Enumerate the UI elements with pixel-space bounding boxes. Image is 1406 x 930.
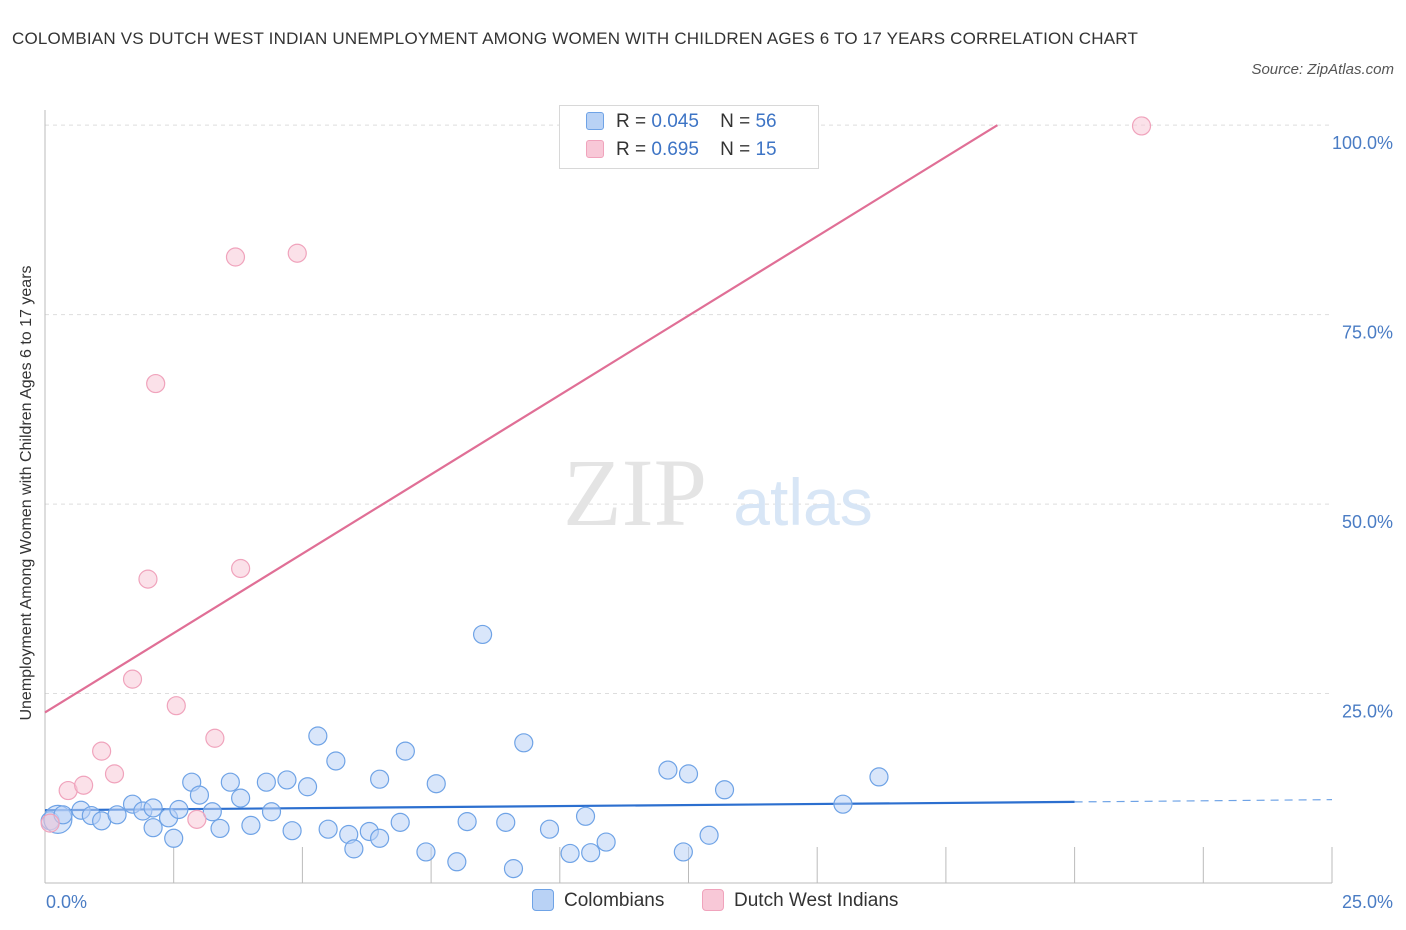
- watermark-atlas: atlas: [733, 465, 872, 539]
- point-dutch-west-indians-4: [104, 764, 125, 784]
- point-colombians-46: [575, 806, 596, 826]
- point-colombians-38: [447, 852, 467, 872]
- point-colombians-33: [370, 769, 390, 789]
- point-colombians-30: [344, 839, 364, 859]
- point-colombians-6: [107, 805, 127, 825]
- x-tick-max: 25.0%: [1342, 892, 1393, 912]
- legend-n-label: N =: [720, 111, 751, 132]
- point-dutch-west-indians-0: [40, 813, 60, 833]
- point-dutch-west-indians-11: [225, 247, 246, 267]
- legend-n-value: 56: [755, 111, 777, 132]
- point-colombians-18: [220, 772, 240, 792]
- point-colombians-24: [282, 821, 302, 841]
- point-dutch-west-indians-6: [138, 569, 158, 589]
- point-colombians-23: [277, 770, 297, 790]
- point-colombians-48: [596, 832, 616, 852]
- legend-swatch-colombians: [532, 889, 554, 911]
- trend-line-1: [44, 124, 998, 714]
- point-dutch-west-indians-7: [146, 373, 166, 394]
- point-colombians-45: [560, 843, 580, 864]
- point-colombians-27: [318, 819, 338, 839]
- point-colombians-15: [189, 785, 210, 805]
- point-colombians-42: [503, 859, 524, 879]
- legend-label-colombians: Colombians: [564, 890, 665, 911]
- point-colombians-39: [457, 812, 477, 832]
- point-colombians-37: [426, 774, 446, 794]
- point-dutch-west-indians-10: [205, 728, 225, 748]
- point-dutch-west-indians-14: [1131, 116, 1152, 136]
- point-dutch-west-indians-8: [166, 696, 186, 716]
- point-dutch-west-indians-2: [74, 775, 94, 795]
- legend-swatch-blue: [586, 112, 604, 130]
- legend-r-value: 0.045: [651, 111, 699, 132]
- point-colombians-43: [514, 733, 534, 753]
- trend-line-extension-0: [1074, 799, 1333, 803]
- point-dutch-west-indians-12: [231, 558, 251, 579]
- point-colombians-51: [678, 764, 699, 784]
- point-colombians-25: [297, 777, 318, 797]
- point-colombians-12: [164, 828, 184, 848]
- point-colombians-36: [416, 842, 436, 862]
- legend-r-label: R =: [616, 111, 647, 132]
- point-colombians-50: [673, 842, 693, 862]
- y-tick-label-2: 75.0%: [1342, 323, 1393, 343]
- legend-swatch-dutch-west-indians: [702, 889, 724, 911]
- x-tick-min: 0.0%: [46, 892, 87, 912]
- point-colombians-10: [143, 818, 163, 838]
- chart-source: Source: ZipAtlas.com: [1251, 61, 1394, 78]
- point-colombians-32: [370, 828, 390, 848]
- point-colombians-40: [472, 624, 493, 645]
- stats-legend: R = 0.045 N = 56 R = 0.695 N = 15: [559, 105, 819, 169]
- legend-item-colombians: Colombians: [532, 889, 664, 912]
- legend-label-dutch-west-indians: Dutch West Indians: [734, 890, 899, 911]
- point-colombians-13: [169, 799, 189, 820]
- legend-r-label: R =: [616, 139, 647, 160]
- y-tick-labels: 25.0% 50.0% 75.0% 100.0%: [1332, 133, 1393, 721]
- legend-n-value: 15: [755, 139, 777, 160]
- legend-swatch-pink: [586, 140, 604, 158]
- watermark-zip: ZIP: [563, 439, 707, 546]
- legend-r-value: 0.695: [651, 139, 699, 160]
- watermark: ZIP atlas: [563, 439, 873, 546]
- point-dutch-west-indians-9: [187, 809, 207, 829]
- chart-title: COLOMBIAN VS DUTCH WEST INDIAN UNEMPLOYM…: [12, 29, 1139, 48]
- point-colombians-20: [241, 815, 261, 836]
- legend-row-colombians: R = 0.045 N = 56: [586, 111, 777, 139]
- point-dutch-west-indians-13: [287, 243, 307, 263]
- point-colombians-35: [395, 741, 415, 761]
- point-colombians-47: [581, 843, 601, 863]
- point-colombians-17: [210, 818, 230, 839]
- point-colombians-19: [231, 788, 251, 808]
- point-colombians-22: [261, 802, 282, 822]
- point-colombians-21: [256, 772, 276, 792]
- legend-n-label: N =: [720, 139, 751, 160]
- point-colombians-41: [496, 812, 516, 832]
- legend-row-dutch-west-indians: R = 0.695 N = 15: [586, 139, 777, 167]
- point-colombians-16: [202, 802, 222, 822]
- point-colombians-54: [833, 794, 853, 814]
- point-colombians-44: [539, 819, 560, 839]
- legend-item-dutch-west-indians: Dutch West Indians: [702, 889, 898, 912]
- y-tick-label-0: 25.0%: [1342, 702, 1393, 722]
- y-tick-label-1: 50.0%: [1342, 512, 1393, 532]
- point-colombians-52: [699, 825, 719, 845]
- point-colombians-26: [308, 726, 328, 746]
- point-dutch-west-indians-5: [122, 669, 143, 689]
- point-colombians-34: [390, 812, 410, 832]
- data-points: [40, 116, 1152, 879]
- point-colombians-49: [658, 760, 678, 780]
- point-colombians-55: [869, 767, 889, 787]
- point-colombians-53: [714, 780, 735, 800]
- point-dutch-west-indians-3: [92, 741, 112, 761]
- point-colombians-28: [326, 751, 346, 771]
- y-tick-label-3: 100.0%: [1332, 133, 1393, 153]
- point-colombians-9: [143, 798, 163, 818]
- grid-lines: [45, 124, 1332, 695]
- x-tick-labels: 0.0% 25.0%: [46, 892, 1393, 912]
